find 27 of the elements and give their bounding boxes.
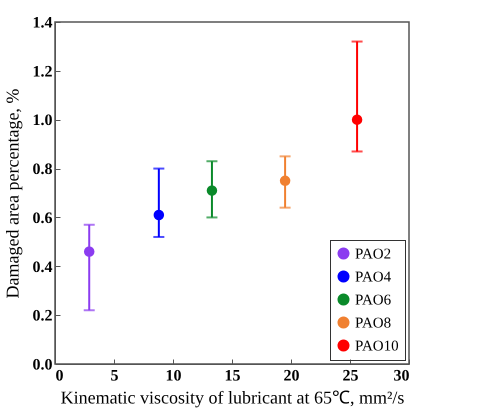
x-tick-label: 30 xyxy=(394,368,410,384)
point xyxy=(154,210,164,220)
y-tick-label: 0.8 xyxy=(32,161,52,178)
y-axis-title: Damaged area percentage, % xyxy=(2,88,22,298)
x-tick-label: 5 xyxy=(110,368,118,384)
y-tick-label: 0.6 xyxy=(32,210,52,227)
x-axis-title: Kinematic viscosity of lubricant at 65℃, mm²/s xyxy=(60,388,404,408)
y-tick-label: 0.4 xyxy=(32,258,52,276)
y-tick-label: 1.2 xyxy=(32,63,52,80)
point xyxy=(206,185,218,196)
x-tick-label: 0 xyxy=(56,368,64,384)
legend-label: PAO10 xyxy=(355,338,399,354)
y-tick-label: 0.0 xyxy=(32,356,52,374)
y-tick-label: 1.0 xyxy=(32,112,52,130)
point xyxy=(84,246,94,257)
point xyxy=(280,176,290,186)
y-tick-label: 1.4 xyxy=(32,14,52,32)
x-tick-label: 25 xyxy=(342,368,358,384)
legend-label: PAO8 xyxy=(355,316,392,332)
point xyxy=(352,114,362,125)
x-tick-label: 15 xyxy=(224,368,240,384)
x-tick-label: 20 xyxy=(284,368,300,384)
legend-label: PAO6 xyxy=(355,292,392,308)
x-tick-label: 10 xyxy=(166,368,182,384)
legend-label: PAO4 xyxy=(355,270,392,286)
legend-label: PAO2 xyxy=(355,246,392,262)
y-tick-label: 0.2 xyxy=(32,308,52,325)
